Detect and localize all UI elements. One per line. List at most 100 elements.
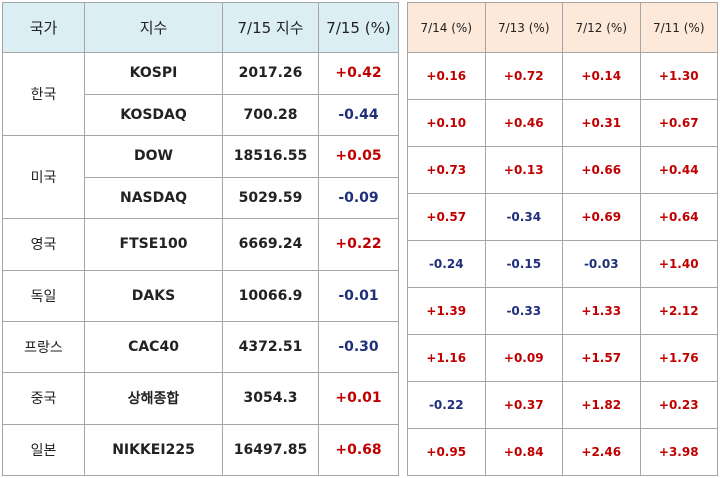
header-cell: 7/14 (%) (407, 2, 486, 53)
change-cell: +2.12 (639, 287, 718, 335)
change-cell: -0.33 (484, 287, 563, 335)
change-cell: +0.68 (318, 423, 399, 477)
change-cell: +1.30 (639, 52, 718, 100)
change-cell: +1.33 (562, 287, 641, 335)
change-cell: -0.09 (318, 176, 399, 220)
data-row: 영국 FTSE100 6669.24 +0.22 (2, 218, 399, 271)
change-cell: +1.76 (639, 334, 718, 382)
country-cell: 독일 (2, 269, 85, 322)
data-row: +0.73 +0.13 +0.66 +0.44 (407, 146, 718, 194)
index-value-cell: 16497.85 (222, 423, 319, 477)
country-cell: 영국 (2, 218, 85, 271)
index-name-cell: NIKKEI225 (84, 423, 223, 477)
change-cell: -0.44 (318, 93, 399, 137)
change-cell: +0.64 (639, 193, 718, 241)
index-table: 국가 지수 7/15 지수 7/15 (%) 한국 KOSPI 2017.26 +0.42 K… (2, 2, 399, 477)
data-row: 미국 DOW 18516.55 +0.05 (2, 135, 399, 220)
index-name-cell: KOSDAQ (84, 93, 223, 137)
header-row: 국가 지수 7/15 지수 7/15 (%) (2, 2, 399, 53)
country-cell: 미국 (2, 135, 85, 220)
change-cell: -0.03 (562, 240, 641, 288)
data-row: 독일 DAKS 10066.9 -0.01 (2, 269, 399, 322)
data-row: +1.39 -0.33 +1.33 +2.12 (407, 287, 718, 335)
index-value-cell: 5029.59 (222, 176, 319, 220)
change-cell: +0.57 (407, 193, 486, 241)
index-name-cell: KOSPI (84, 52, 223, 95)
change-cell: +0.09 (484, 334, 563, 382)
change-cell: +0.46 (484, 99, 563, 147)
change-cell: -0.30 (318, 320, 399, 374)
change-cell: +1.57 (562, 334, 641, 382)
index-value-cell: 18516.55 (222, 135, 319, 178)
change-cell: -0.15 (484, 240, 563, 288)
data-row: +0.16 +0.72 +0.14 +1.30 (407, 52, 718, 100)
index-value-cell: 10066.9 (222, 269, 319, 322)
index-name-cell: FTSE100 (84, 218, 223, 271)
change-cell: +0.73 (407, 146, 486, 194)
header-cell: 7/12 (%) (562, 2, 641, 53)
index-value-cell: 2017.26 (222, 52, 319, 95)
header-cell: 7/11 (%) (639, 2, 718, 53)
data-row: +0.57 -0.34 +0.69 +0.64 (407, 193, 718, 241)
change-cell: +0.37 (484, 381, 563, 429)
change-cell: +0.44 (639, 146, 718, 194)
change-cell: -0.01 (318, 269, 399, 322)
index-value-cell: 6669.24 (222, 218, 319, 271)
index-name-cell: CAC40 (84, 320, 223, 374)
header-cell: 7/15 (%) (318, 2, 399, 53)
change-cell: -0.22 (407, 381, 486, 429)
data-row: +0.10 +0.46 +0.31 +0.67 (407, 99, 718, 147)
index-name-cell: DAKS (84, 269, 223, 322)
index-name-cell: NASDAQ (84, 176, 223, 220)
country-cell: 일본 (2, 423, 85, 477)
change-cell: +1.40 (639, 240, 718, 288)
change-cell: +0.69 (562, 193, 641, 241)
change-cell: +0.13 (484, 146, 563, 194)
data-row: -0.24 -0.15 -0.03 +1.40 (407, 240, 718, 288)
header-cell: 지수 (84, 2, 223, 53)
change-cell: +0.22 (318, 218, 399, 271)
history-table: 7/14 (%) 7/13 (%) 7/12 (%) 7/11 (%) +0.16 +0… (407, 2, 718, 476)
change-cell: +0.42 (318, 52, 399, 95)
change-cell: +0.84 (484, 428, 563, 476)
change-cell: +1.16 (407, 334, 486, 382)
data-row: 한국 KOSPI 2017.26 +0.42 (2, 51, 399, 137)
change-cell: +0.72 (484, 52, 563, 100)
index-value-cell: 700.28 (222, 93, 319, 137)
data-row: -0.22 +0.37 +1.82 +0.23 (407, 381, 718, 429)
country-cell: 프랑스 (2, 320, 85, 374)
change-cell: +0.10 (407, 99, 486, 147)
country-cell: 중국 (2, 372, 85, 425)
country-cell: 한국 (2, 51, 85, 137)
change-cell: +0.05 (318, 135, 399, 178)
index-value-cell: 4372.51 (222, 320, 319, 374)
change-cell: +0.95 (407, 428, 486, 476)
index-name-cell: 상해종합 (84, 372, 223, 425)
index-name-cell: DOW (84, 135, 223, 178)
change-cell: +0.14 (562, 52, 641, 100)
change-cell: +0.66 (562, 146, 641, 194)
data-row: 중국 상해종합 3054.3 +0.01 (2, 372, 399, 425)
header-cell: 국가 (2, 2, 85, 53)
data-row: +1.16 +0.09 +1.57 +1.76 (407, 334, 718, 382)
data-row: 프랑스 CAC40 4372.51 -0.30 (2, 320, 399, 374)
change-cell: +0.01 (318, 372, 399, 425)
change-cell: +0.23 (639, 381, 718, 429)
change-cell: -0.24 (407, 240, 486, 288)
change-cell: +0.67 (639, 99, 718, 147)
header-cell: 7/13 (%) (484, 2, 563, 53)
change-cell: +3.98 (639, 428, 718, 476)
index-value-cell: 3054.3 (222, 372, 319, 425)
header-cell: 7/15 지수 (222, 2, 319, 53)
change-cell: +0.16 (407, 52, 486, 100)
change-cell: +1.39 (407, 287, 486, 335)
data-row: KOSDAQ 700.28 -0.44 (3, 93, 399, 137)
change-cell: +0.31 (562, 99, 641, 147)
data-row: +0.95 +0.84 +2.46 +3.98 (407, 428, 718, 476)
change-cell: -0.34 (484, 193, 563, 241)
change-cell: +1.82 (562, 381, 641, 429)
data-row: 일본 NIKKEI225 16497.85 +0.68 (2, 423, 399, 477)
header-row: 7/14 (%) 7/13 (%) 7/12 (%) 7/11 (%) (407, 2, 718, 53)
change-cell: +2.46 (562, 428, 641, 476)
